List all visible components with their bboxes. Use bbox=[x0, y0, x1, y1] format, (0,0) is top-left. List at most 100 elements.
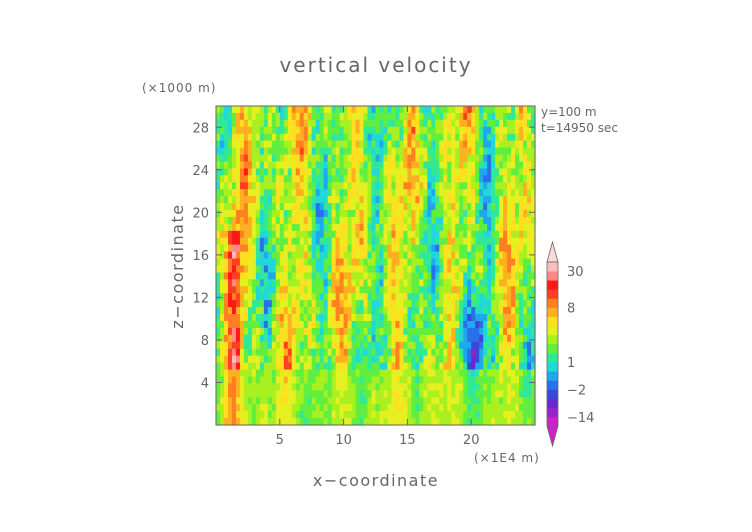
field-cell bbox=[447, 355, 452, 364]
field-cell bbox=[227, 376, 233, 384]
field-cell bbox=[435, 237, 440, 246]
field-cell bbox=[371, 203, 377, 211]
field-cell bbox=[415, 383, 420, 391]
field-cell bbox=[439, 147, 444, 156]
field-cell bbox=[231, 258, 237, 267]
field-cell bbox=[319, 355, 325, 364]
field-cell bbox=[491, 126, 496, 135]
field-cell bbox=[363, 112, 369, 121]
field-cell bbox=[431, 418, 436, 426]
field-cell bbox=[403, 168, 408, 176]
field-cell bbox=[311, 404, 317, 412]
field-cell bbox=[383, 237, 389, 246]
field-cell bbox=[227, 223, 233, 232]
field-cell bbox=[387, 140, 393, 149]
field-cell bbox=[451, 258, 456, 267]
field-cell bbox=[455, 147, 460, 156]
field-cell bbox=[503, 369, 508, 378]
field-cell bbox=[459, 210, 464, 218]
field-cell bbox=[231, 251, 237, 260]
field-cell bbox=[311, 154, 317, 163]
field-cell bbox=[415, 327, 420, 336]
field-cell bbox=[343, 216, 349, 225]
field-cell bbox=[323, 355, 329, 364]
field-cell bbox=[247, 126, 253, 135]
field-cell bbox=[235, 258, 241, 267]
field-cell bbox=[423, 140, 428, 149]
field-cell bbox=[487, 147, 492, 156]
field-cell bbox=[475, 106, 480, 114]
field-cell bbox=[487, 175, 492, 183]
field-cell bbox=[391, 251, 397, 260]
field-cell bbox=[451, 133, 456, 142]
field-cell bbox=[395, 307, 401, 315]
field-cell bbox=[291, 168, 297, 176]
field-cell bbox=[363, 133, 369, 142]
field-cell bbox=[515, 210, 520, 218]
field-cell bbox=[443, 348, 448, 357]
field-cell bbox=[259, 376, 265, 384]
field-cell bbox=[487, 112, 492, 121]
field-cell bbox=[216, 237, 221, 246]
field-cell bbox=[355, 293, 361, 301]
field-cell bbox=[255, 404, 261, 412]
field-cell bbox=[527, 168, 532, 176]
field-cell bbox=[475, 154, 480, 163]
field-cell bbox=[351, 383, 357, 391]
field-cell bbox=[283, 189, 289, 197]
field-cell bbox=[427, 133, 432, 142]
field-cell bbox=[216, 230, 221, 239]
field-cell bbox=[283, 376, 289, 384]
field-cell bbox=[487, 182, 492, 190]
field-cell bbox=[479, 383, 484, 391]
field-cell bbox=[291, 397, 297, 405]
field-cell bbox=[427, 279, 432, 287]
field-cell bbox=[303, 230, 309, 239]
field-cell bbox=[399, 258, 405, 267]
field-cell bbox=[479, 376, 484, 384]
field-cell bbox=[263, 126, 269, 135]
field-cell bbox=[239, 383, 245, 391]
field-cell bbox=[459, 265, 464, 274]
field-cell bbox=[427, 411, 432, 419]
field-cell bbox=[371, 314, 377, 322]
field-cell bbox=[235, 175, 241, 183]
field-cell bbox=[423, 418, 428, 426]
field-cell bbox=[423, 272, 428, 280]
field-cell bbox=[463, 307, 468, 315]
field-cell bbox=[307, 376, 313, 384]
field-cell bbox=[383, 327, 389, 336]
field-cell bbox=[327, 390, 333, 398]
field-cell bbox=[347, 126, 353, 135]
field-cell bbox=[431, 383, 436, 391]
field-cell bbox=[415, 196, 420, 204]
field-cell bbox=[243, 279, 249, 287]
field-cell bbox=[375, 383, 381, 391]
field-cell bbox=[279, 210, 285, 218]
field-cell bbox=[411, 300, 416, 308]
field-cell bbox=[439, 279, 444, 287]
field-cell bbox=[503, 300, 508, 308]
field-cell bbox=[371, 251, 377, 260]
field-cell bbox=[423, 300, 428, 308]
field-cell bbox=[259, 390, 265, 398]
field-cell bbox=[527, 147, 532, 156]
field-cell bbox=[283, 411, 289, 419]
field-cell bbox=[359, 258, 365, 267]
field-cell bbox=[367, 362, 373, 371]
field-cell bbox=[455, 355, 460, 364]
field-cell bbox=[447, 362, 452, 371]
field-cell bbox=[239, 168, 245, 176]
field-cell bbox=[283, 258, 289, 267]
field-cell bbox=[463, 376, 468, 384]
field-cell bbox=[275, 106, 281, 114]
field-cell bbox=[335, 341, 341, 350]
field-cell bbox=[263, 140, 269, 149]
field-cell bbox=[463, 404, 468, 412]
field-cell bbox=[351, 300, 357, 308]
field-cell bbox=[347, 258, 353, 267]
field-cell bbox=[447, 251, 452, 260]
field-cell bbox=[323, 320, 329, 329]
field-cell bbox=[491, 175, 496, 183]
field-cell bbox=[495, 341, 500, 350]
